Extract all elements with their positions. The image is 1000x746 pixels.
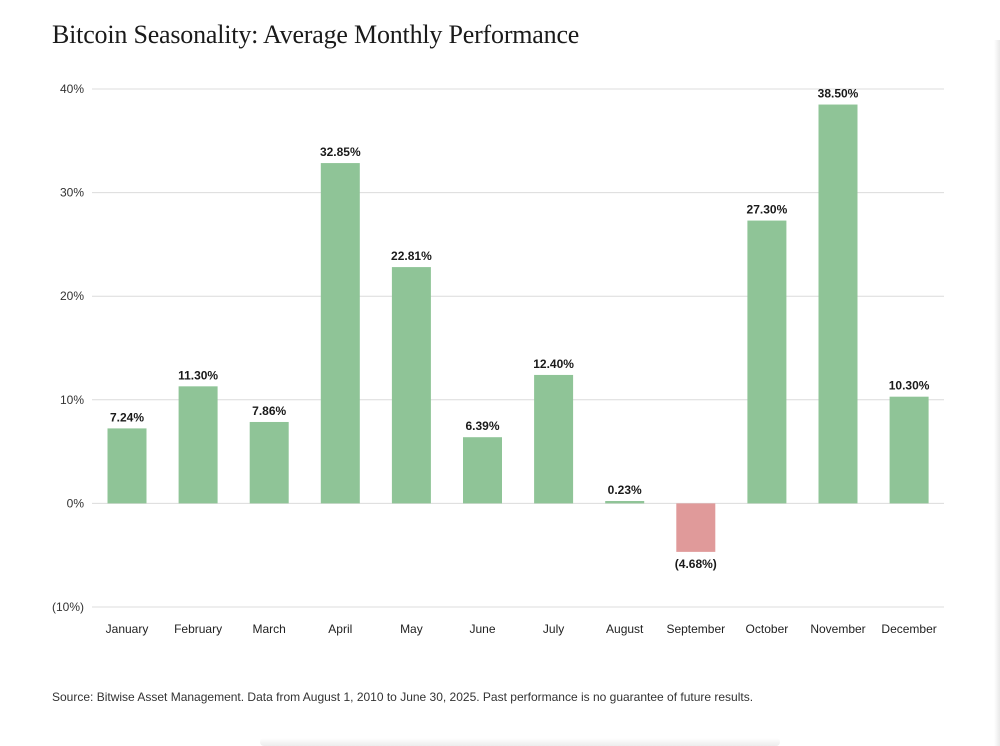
value-label: 7.24% xyxy=(110,410,144,424)
chart-title: Bitcoin Seasonality: Average Monthly Per… xyxy=(52,20,580,49)
bar-february xyxy=(178,386,218,504)
value-label: 32.85% xyxy=(320,145,361,159)
source-note: Source: Bitwise Asset Management. Data f… xyxy=(52,690,754,704)
bar-chart: (10%) 0% 10% 20% 30% 40% 7.24% 11.30% 7.86% 32.8… xyxy=(52,82,944,636)
bar-july xyxy=(534,374,574,504)
bar-august xyxy=(605,501,645,504)
y-tick-label: (10%) xyxy=(52,600,84,614)
y-tick-label: 40% xyxy=(60,82,84,96)
value-label: 0.23% xyxy=(608,483,642,497)
x-tick-label: November xyxy=(810,622,865,636)
value-label: 22.81% xyxy=(391,249,432,263)
x-tick-label: January xyxy=(106,622,149,636)
y-tick-label: 20% xyxy=(60,289,84,303)
x-tick-label: March xyxy=(253,622,286,636)
bar-january xyxy=(107,428,147,504)
value-labels: 7.24% 11.30% 7.86% 32.85% 22.81% 6.39% 12.40% 0… xyxy=(110,87,930,571)
value-label: 7.86% xyxy=(252,404,286,418)
value-label: 10.30% xyxy=(889,379,930,393)
y-axis-tick-labels: (10%) 0% 10% 20% 30% 40% xyxy=(52,82,84,614)
bar-june xyxy=(463,437,502,504)
bar-october xyxy=(747,220,787,504)
x-tick-label: September xyxy=(666,622,725,636)
x-tick-label: October xyxy=(746,622,789,636)
bars xyxy=(107,104,929,552)
value-label: 6.39% xyxy=(465,419,499,433)
value-label: 11.30% xyxy=(178,368,218,382)
bar-may xyxy=(391,267,431,504)
bar-december xyxy=(889,396,929,504)
bottom-shadow xyxy=(260,738,780,746)
y-tick-label: 30% xyxy=(60,186,84,200)
value-label: 27.30% xyxy=(747,203,788,217)
x-axis-tick-labels: January February March April May June July Augu… xyxy=(106,622,937,636)
x-tick-label: July xyxy=(543,622,564,636)
x-tick-label: June xyxy=(469,622,495,636)
x-tick-label: May xyxy=(400,622,423,636)
page-edge xyxy=(994,40,1000,746)
x-tick-label: December xyxy=(881,622,936,636)
bar-november xyxy=(818,104,858,504)
bar-march xyxy=(249,421,289,504)
x-tick-label: February xyxy=(174,622,222,636)
y-tick-label: 10% xyxy=(60,393,84,407)
value-label: 12.40% xyxy=(533,357,574,371)
y-tick-label: 0% xyxy=(67,496,85,510)
x-tick-label: August xyxy=(606,622,644,636)
value-label: 38.50% xyxy=(818,87,859,101)
bar-september xyxy=(676,503,716,552)
bar-april xyxy=(320,163,360,504)
value-label: (4.68%) xyxy=(675,557,717,571)
x-tick-label: April xyxy=(328,622,352,636)
gridlines xyxy=(92,88,944,608)
